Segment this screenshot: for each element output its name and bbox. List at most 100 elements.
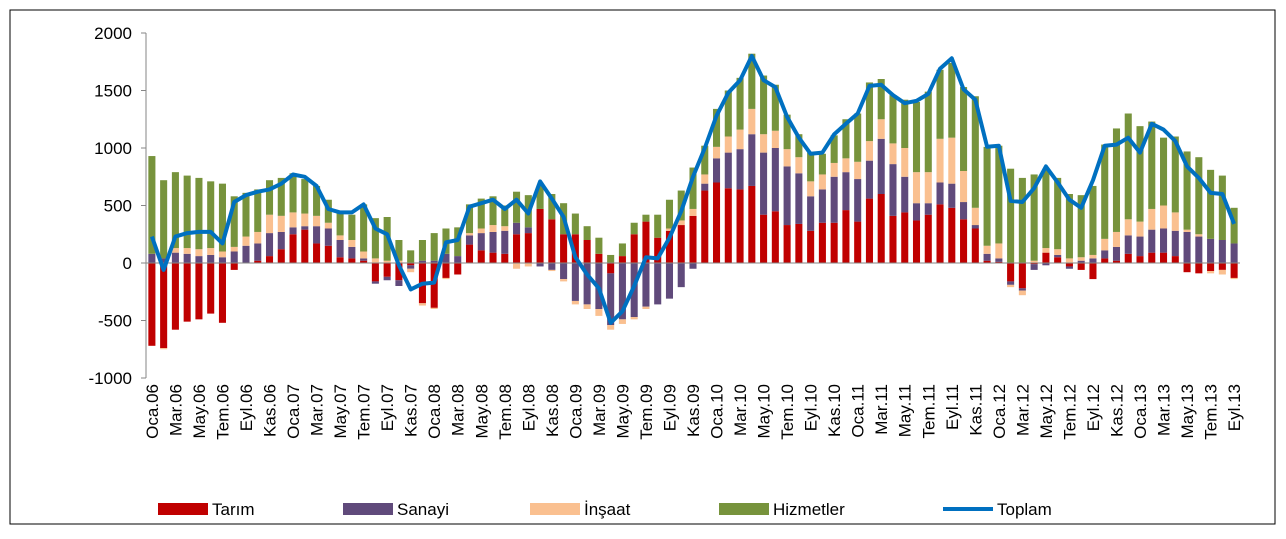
x-tick-label: Tem.11 [919,384,938,439]
bar [207,263,215,314]
bar [960,87,968,171]
bar [854,113,862,162]
x-tick-label: May.06 [190,384,209,439]
bar [242,192,250,237]
legend-swatch [719,503,769,515]
bar [983,146,991,246]
bar [1030,263,1038,265]
x-tick-label: May.07 [331,384,350,439]
bar [1195,236,1203,263]
bar [524,233,532,263]
x-tick-label: Oca.10 [708,384,727,439]
bar [795,157,803,174]
bar [583,240,591,263]
bar [924,172,932,204]
bar [289,212,297,228]
x-tick-label: Mar.11 [872,384,891,435]
bar [642,263,650,307]
x-tick-label: Oca.11 [849,384,868,438]
x-tick-label: Oca.12 [990,384,1009,439]
bar [901,176,909,213]
bar [536,185,544,209]
bar [748,134,756,186]
bar [536,208,544,263]
x-tick-label: May.13 [1178,384,1197,439]
bar [865,198,873,263]
bar [677,220,685,226]
bar [501,230,509,254]
bar [1136,221,1144,237]
bar [748,185,756,263]
bar [1207,263,1215,272]
bar [760,152,768,215]
bar [736,129,744,150]
bar [383,260,391,263]
bar [1065,266,1073,269]
bar [477,198,485,229]
bar [842,158,850,173]
bar [618,256,626,263]
bar [171,252,179,263]
bar [877,138,885,194]
bar [207,254,215,263]
bar [1018,263,1026,289]
x-tick-label: May.08 [472,384,491,439]
bar [360,251,368,259]
x-tick-label: Kas.07 [402,384,421,437]
bar [360,204,368,252]
bar [595,253,603,263]
bar [642,221,650,263]
bar [924,214,932,263]
bar [618,263,626,320]
bar [430,307,438,309]
bar [183,175,191,249]
bar [336,235,344,240]
bar [1136,256,1144,263]
bar [1195,263,1203,274]
bar [571,263,579,301]
bar [1230,243,1238,263]
bar [1171,230,1179,257]
bar [654,214,662,238]
bar [195,256,203,263]
x-tick-label: Kas.06 [261,384,280,437]
bar [912,102,921,173]
bar [336,211,344,236]
x-tick-label: Kas.12 [1107,384,1126,437]
bar [348,214,356,240]
bar [265,256,274,263]
bar [301,226,309,230]
bar [783,149,791,167]
bar [1171,136,1179,213]
bar [395,240,403,261]
bar [1054,177,1062,250]
bar [795,173,803,224]
bar [1207,271,1215,274]
bar [1160,228,1168,253]
bar [548,219,556,263]
bar [289,173,297,213]
x-tick-label: Mar.08 [449,384,468,436]
bar [360,260,368,263]
bar [230,196,238,247]
bar [995,258,1003,262]
bar [654,263,662,305]
bar [1077,195,1085,258]
legend-label: Hizmetler [773,500,845,519]
bar [513,191,521,223]
bar [1160,137,1168,206]
bar [1160,252,1168,263]
bar [689,208,697,216]
bar [1183,263,1191,273]
bar [865,82,873,142]
bar [560,234,568,263]
bar [501,205,509,227]
bar [795,223,803,263]
bar [760,134,768,153]
bar [277,215,285,232]
bar [348,246,356,259]
bar [830,222,838,263]
legend-label: Sanayi [397,500,449,519]
bar [265,214,274,234]
bar [548,269,556,272]
